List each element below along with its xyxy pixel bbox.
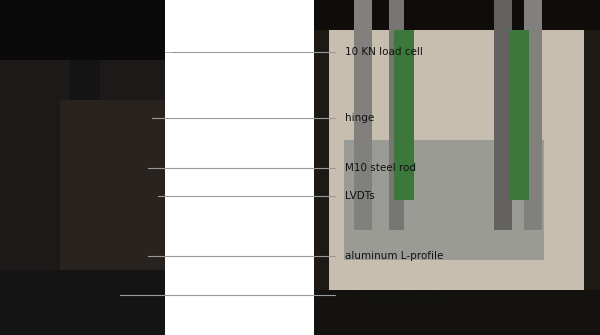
Text: machine base plate: machine base plate: [345, 290, 448, 300]
Text: aluminum L-profile: aluminum L-profile: [345, 251, 443, 261]
Text: M10 steel rod: M10 steel rod: [345, 163, 416, 173]
Text: 10 KN load cell: 10 KN load cell: [345, 47, 423, 57]
Text: hinge: hinge: [345, 113, 374, 123]
Text: LVDTs: LVDTs: [345, 191, 375, 201]
